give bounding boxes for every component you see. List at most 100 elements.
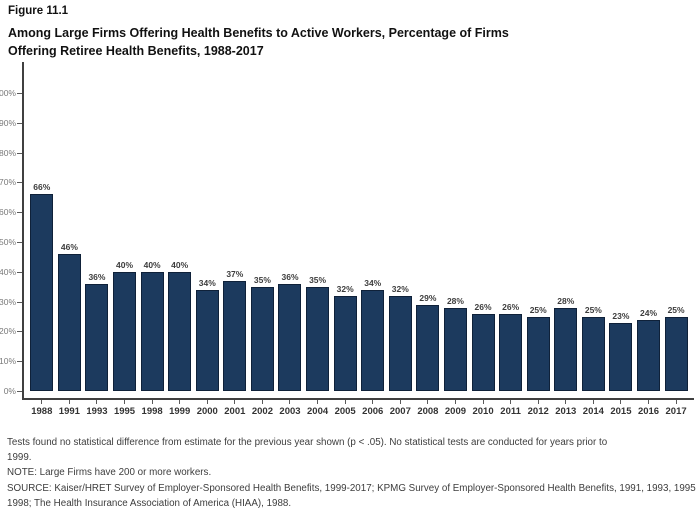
x-tick-slot xyxy=(193,400,221,404)
x-tick-mark xyxy=(399,400,401,404)
x-tick-slot xyxy=(524,400,552,404)
x-tick-mark xyxy=(620,400,622,404)
bar-value-label: 34% xyxy=(198,277,216,288)
bar-value-label: 36% xyxy=(88,271,106,282)
plot-area: 66% 46% 36% 40% 40% 40% 34% 37% 35% 36% 35% 32% 34% 3… xyxy=(28,93,690,391)
x-tick-slot xyxy=(552,400,580,404)
x-tick-mark xyxy=(261,400,263,404)
x-tick-slot xyxy=(304,400,332,404)
y-tick-mark xyxy=(17,391,22,392)
x-tick-label: 1995 xyxy=(113,406,136,417)
bar-2002 xyxy=(250,286,274,391)
x-tick-label: 1999 xyxy=(169,406,191,417)
footnotes: Tests found no statistical difference fr… xyxy=(7,435,696,509)
x-axis-labels: 1988 1991 1993 1995 1998 1999 2000 2001 2002 2003… xyxy=(28,406,690,418)
x-tick-mark xyxy=(592,400,594,404)
bar-value-label: 40% xyxy=(171,259,189,270)
x-tick-mark xyxy=(317,400,319,404)
bar-2015 xyxy=(609,322,633,391)
bar-2001 xyxy=(223,280,247,391)
y-tick-mark xyxy=(17,272,22,273)
x-tick-slot xyxy=(221,400,249,404)
y-tick-label: 0% xyxy=(3,386,16,396)
y-axis-line xyxy=(22,62,24,400)
x-tick-slot xyxy=(138,400,166,404)
bar-slot: 36% xyxy=(83,93,111,391)
y-tick-mark xyxy=(17,331,22,332)
x-tick-mark xyxy=(510,400,512,404)
bar-slot: 34% xyxy=(193,93,221,391)
y-tick-label: 40% xyxy=(0,267,16,277)
x-tick-label: 2002 xyxy=(251,406,273,417)
x-tick-mark xyxy=(289,400,291,404)
bar-value-label: 40% xyxy=(116,259,134,270)
x-tick-slot xyxy=(56,400,84,404)
bar-value-label: 25% xyxy=(529,304,547,315)
bar-2004 xyxy=(306,286,330,391)
x-tick-mark xyxy=(151,400,153,404)
bar-slot: 37% xyxy=(221,93,249,391)
x-tick-slot xyxy=(249,400,277,404)
figure-header: Figure 11.1 Among Large Firms Offering H… xyxy=(8,4,509,60)
x-tick-label: 2000 xyxy=(196,406,218,417)
x-tick-label: 2003 xyxy=(279,406,301,417)
x-tick-label: 2008 xyxy=(417,406,439,417)
y-tick-mark xyxy=(17,302,22,303)
x-tick-label: 2010 xyxy=(472,406,494,417)
bar-slot: 28% xyxy=(552,93,580,391)
bar-value-label: 32% xyxy=(336,283,354,294)
x-tick-mark xyxy=(454,400,456,404)
x-tick-slot xyxy=(359,400,387,404)
bar-slot: 23% xyxy=(607,93,635,391)
bar-slot: 26% xyxy=(497,93,525,391)
bar-value-label: 23% xyxy=(612,310,630,321)
x-tick-label: 2009 xyxy=(444,406,467,417)
bar-slot: 34% xyxy=(359,93,387,391)
bar-2007 xyxy=(388,295,412,391)
y-tick-mark xyxy=(17,123,22,124)
bar-value-label: 46% xyxy=(60,241,78,252)
x-tick-slot xyxy=(442,400,470,404)
bar-value-label: 40% xyxy=(143,259,161,270)
bar-2010 xyxy=(471,313,495,391)
x-tick-slot xyxy=(662,400,690,404)
bar-2000 xyxy=(195,289,219,391)
y-tick-mark xyxy=(17,153,22,154)
x-tick-label: 2012 xyxy=(527,406,549,417)
bar-2017 xyxy=(664,316,688,391)
x-tick-label: 1988 xyxy=(31,406,53,417)
bar-value-label: 25% xyxy=(584,304,602,315)
bar-2009 xyxy=(443,307,467,391)
y-tick-label: 50% xyxy=(0,237,16,247)
footnote-line: Tests found no statistical difference fr… xyxy=(7,437,608,448)
bar-slot: 40% xyxy=(111,93,139,391)
bar-slot: 36% xyxy=(276,93,304,391)
bar-1998 xyxy=(140,271,164,391)
bar-2006 xyxy=(361,289,385,391)
x-tick-mark xyxy=(482,400,484,404)
bar-slot: 25% xyxy=(662,93,690,391)
bar-2003 xyxy=(278,283,302,391)
bar-slot: 25% xyxy=(524,93,552,391)
x-tick-label: 2005 xyxy=(334,406,356,417)
x-tick-slot xyxy=(111,400,139,404)
y-tick-label: 70% xyxy=(0,177,16,187)
bar-1995 xyxy=(113,271,137,391)
x-tick-mark xyxy=(68,400,70,404)
y-tick-label: 90% xyxy=(0,118,16,128)
bar-slot: 26% xyxy=(469,93,497,391)
x-tick-mark xyxy=(206,400,208,404)
bar-2013 xyxy=(554,307,578,391)
y-tick-mark xyxy=(17,212,22,213)
y-tick-mark xyxy=(17,242,22,243)
bar-value-label: 28% xyxy=(557,295,575,306)
x-tick-mark xyxy=(427,400,429,404)
bar-value-label: 26% xyxy=(502,301,520,312)
bar-slot: 28% xyxy=(442,93,470,391)
x-tick-label: 1998 xyxy=(141,406,163,417)
bar-2016 xyxy=(637,319,660,391)
bar-slot: 29% xyxy=(414,93,442,391)
x-tick-mark xyxy=(234,400,236,404)
x-tick-slot xyxy=(28,400,56,404)
